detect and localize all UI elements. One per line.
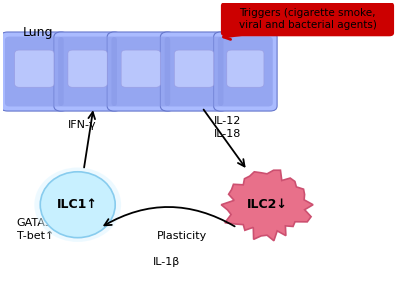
Text: IFN-γ: IFN-γ bbox=[68, 119, 96, 130]
FancyBboxPatch shape bbox=[1, 32, 68, 111]
Text: Lung: Lung bbox=[22, 26, 53, 39]
Text: Plasticity: Plasticity bbox=[157, 231, 207, 241]
Text: GATA3↓
T-bet↑: GATA3↓ T-bet↑ bbox=[16, 218, 62, 241]
FancyBboxPatch shape bbox=[174, 50, 214, 87]
Text: ILC2↓: ILC2↓ bbox=[247, 198, 288, 211]
FancyArrowPatch shape bbox=[104, 207, 235, 226]
FancyBboxPatch shape bbox=[58, 36, 117, 107]
FancyBboxPatch shape bbox=[160, 32, 228, 111]
FancyBboxPatch shape bbox=[221, 2, 394, 36]
FancyBboxPatch shape bbox=[107, 32, 174, 111]
Ellipse shape bbox=[40, 172, 115, 238]
FancyBboxPatch shape bbox=[121, 50, 160, 87]
Polygon shape bbox=[221, 170, 313, 241]
Ellipse shape bbox=[34, 168, 121, 242]
FancyBboxPatch shape bbox=[112, 36, 170, 107]
FancyBboxPatch shape bbox=[54, 32, 121, 111]
Text: IL-1β: IL-1β bbox=[153, 257, 180, 267]
Text: Triggers (cigarette smoke,
viral and bacterial agents): Triggers (cigarette smoke, viral and bac… bbox=[238, 8, 376, 30]
Text: ILC1↑: ILC1↑ bbox=[57, 198, 98, 211]
FancyBboxPatch shape bbox=[218, 36, 273, 107]
FancyBboxPatch shape bbox=[15, 50, 54, 87]
FancyBboxPatch shape bbox=[227, 50, 264, 87]
FancyBboxPatch shape bbox=[214, 32, 277, 111]
FancyBboxPatch shape bbox=[68, 50, 107, 87]
Text: IL-12
IL-18: IL-12 IL-18 bbox=[214, 116, 241, 139]
FancyBboxPatch shape bbox=[165, 36, 224, 107]
FancyBboxPatch shape bbox=[5, 36, 64, 107]
